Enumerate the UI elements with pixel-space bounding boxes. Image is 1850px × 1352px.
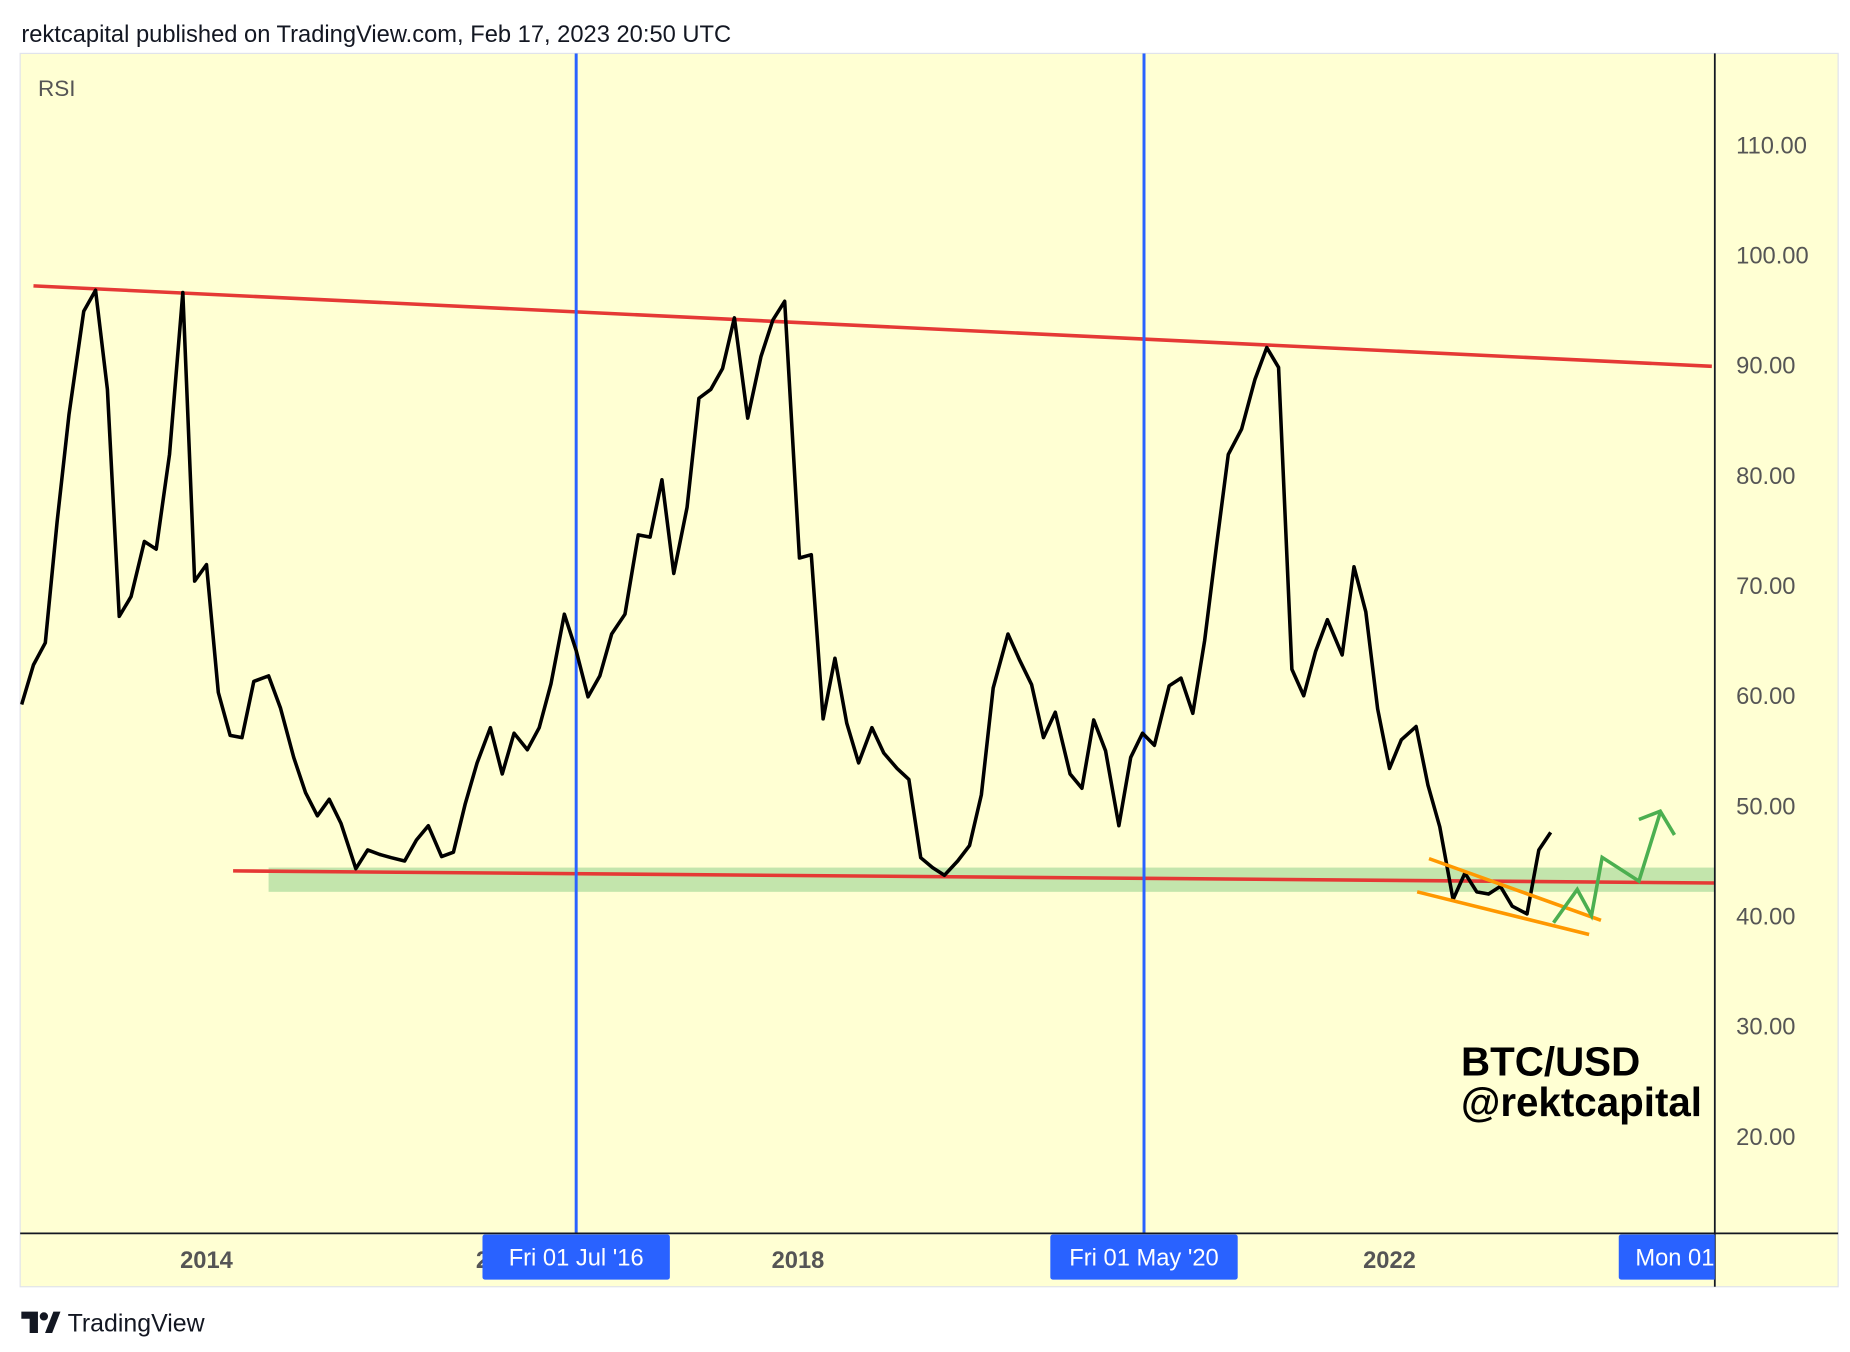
channel-line — [1416, 890, 1590, 937]
axes: 20.00 30.00 40.00 50.00 60.00 70.00 80.00 90.00… — [180, 133, 1809, 1274]
date-label: Fri 01 May '20 — [1069, 1246, 1218, 1272]
chart-background — [19, 52, 1839, 1288]
arrow-head — [1638, 808, 1677, 836]
trend-line — [33, 284, 1712, 369]
crosshair-labels: Fri 01 Jul '16 Fri 01 May '20 Mon 01 — [482, 1234, 1715, 1280]
y-tick-label: 30.00 — [1736, 1015, 1795, 1041]
brand-name: TradingView — [68, 1309, 206, 1337]
y-tick-label: 40.00 — [1736, 905, 1795, 931]
indicator-label: RSI — [38, 76, 76, 101]
x-tick-label: 2014 — [180, 1248, 234, 1274]
y-tick-label: 100.00 — [1736, 243, 1809, 269]
channel-line — [1428, 856, 1602, 922]
y-tick-label: 110.00 — [1736, 133, 1807, 159]
y-tick-label: 60.00 — [1736, 684, 1795, 710]
y-tick-label: 20.00 — [1736, 1125, 1795, 1151]
rsi-line — [20, 288, 1553, 916]
watermark: @rektcapital — [1461, 1079, 1702, 1125]
date-label-box — [482, 1234, 670, 1280]
projection-drawing — [1416, 808, 1677, 937]
y-tick-label: 90.00 — [1736, 354, 1795, 380]
brand-logo — [21, 1311, 61, 1333]
date-label: Mon 01 — [1635, 1246, 1714, 1272]
publisher-line: rektcapital published on TradingView.com… — [21, 22, 731, 48]
date-label-box — [1050, 1234, 1238, 1280]
date-label: Fri 01 Jul '16 — [509, 1246, 644, 1272]
x-tick-label: 2022 — [1363, 1248, 1416, 1274]
y-tick-label: 50.00 — [1736, 794, 1795, 820]
projection-arrow — [1552, 811, 1662, 924]
x-tick-label: 2018 — [772, 1248, 825, 1274]
date-label-box — [1618, 1234, 1715, 1280]
y-tick-label: 70.00 — [1736, 574, 1795, 600]
y-tick-label: 80.00 — [1736, 464, 1795, 490]
plot-area — [20, 53, 1715, 1234]
watermark: BTC/USD — [1461, 1039, 1640, 1085]
